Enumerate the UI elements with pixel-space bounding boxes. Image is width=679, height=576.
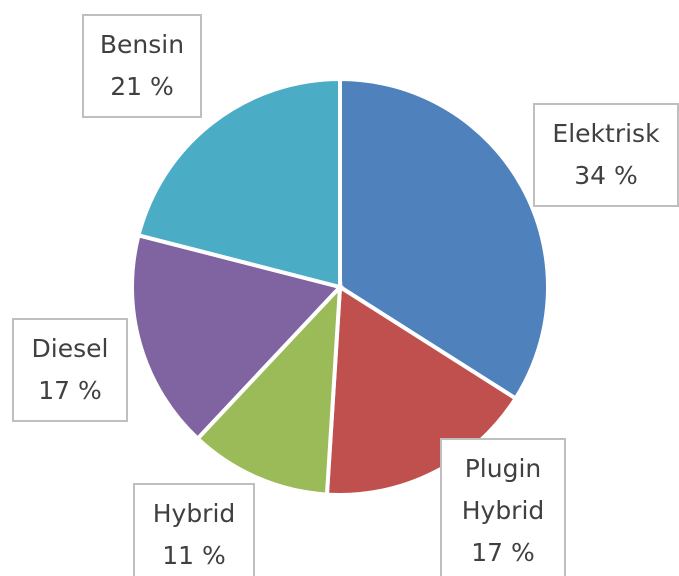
- data-label: Plugin Hybrid 17 %: [440, 438, 566, 576]
- label-name: Elektrisk: [552, 119, 660, 148]
- label-value: 11 %: [162, 541, 226, 570]
- data-label: Diesel 17 %: [12, 318, 128, 422]
- data-label: Bensin 21 %: [82, 14, 202, 118]
- data-label: Hybrid 11 %: [133, 483, 255, 576]
- label-value: 21 %: [110, 72, 174, 101]
- pie-slice: [136, 76, 342, 290]
- label-name: Diesel: [31, 334, 109, 363]
- label-value: 34 %: [574, 161, 638, 190]
- label-name: Plugin Hybrid: [461, 454, 545, 525]
- label-value: 17 %: [38, 376, 102, 405]
- label-name: Bensin: [99, 30, 185, 59]
- pie-slice: [130, 232, 344, 442]
- label-value: 17 %: [471, 538, 535, 567]
- label-name: Hybrid: [152, 499, 236, 528]
- pie-slice: [194, 281, 343, 497]
- data-label: Elektrisk 34 %: [533, 103, 679, 207]
